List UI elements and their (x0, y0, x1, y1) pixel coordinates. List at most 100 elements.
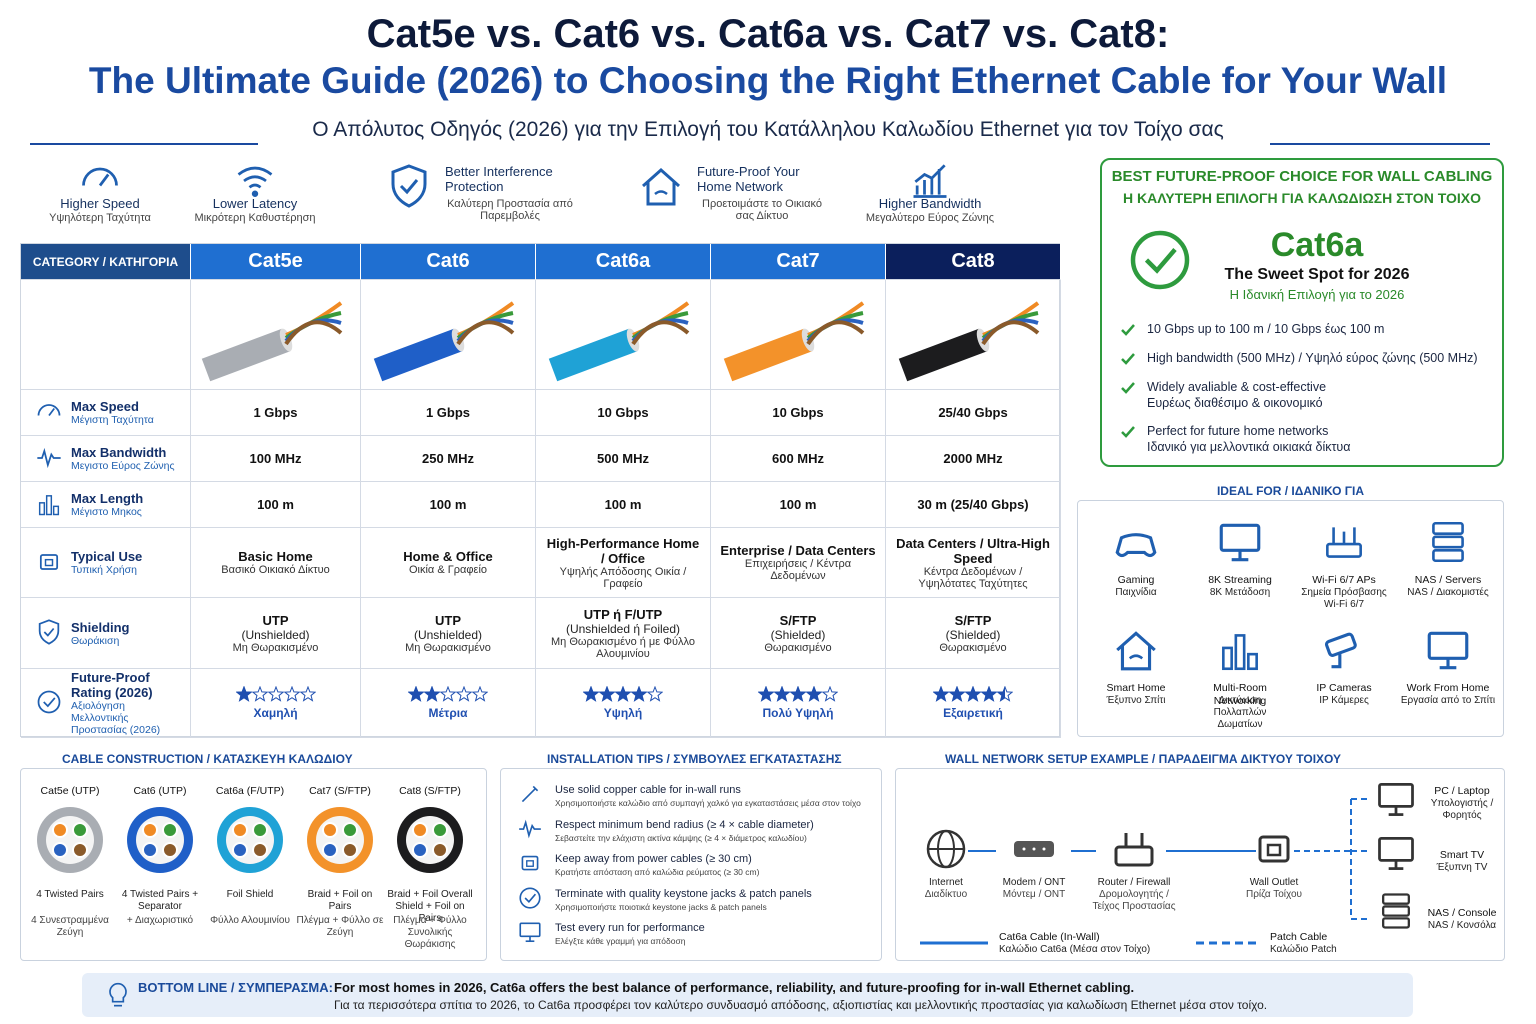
row-label-cell: Future-Proof Rating (2026) Αξιολόγηση Μελ… (21, 669, 191, 738)
construction-name: Cat6 (UTP) (133, 785, 187, 797)
tip-en: Use solid copper cable for in-wall runs (555, 784, 741, 796)
column-header: Cat6a (536, 244, 711, 280)
cross-section (397, 807, 463, 873)
icon-part (44, 558, 54, 566)
icon-part (526, 860, 534, 867)
icon-part (82, 167, 118, 186)
star (789, 686, 807, 702)
row-label-cell: Max Length Μέγιστο Μηκος (21, 482, 191, 528)
pair (322, 842, 338, 858)
feature-sub: Μικρότερη Καθυστέρηση (194, 212, 316, 224)
ideal-label: Work From Home (1406, 682, 1490, 694)
star-fill (235, 686, 252, 702)
best-name: Cat6a (1270, 226, 1364, 264)
table-cell: Home & Office Οικία & Γραφείο (361, 528, 536, 598)
device-label: PC / Laptop (1434, 785, 1490, 797)
icon (1130, 230, 1190, 290)
icon-part (1114, 845, 1154, 867)
wire (981, 319, 1040, 345)
row-label-cell: Shielding Θωράκιση (21, 598, 191, 669)
legend-label: Patch Cable (1270, 931, 1328, 943)
icon-part (1031, 846, 1037, 852)
star (423, 686, 440, 702)
table-cell: 30 m (25/40 Gbps) (886, 482, 1061, 528)
star (439, 686, 457, 702)
row-label-text: Future-Proof Rating (2026) Αξιολόγηση Μελ… (71, 670, 182, 736)
cell-main: 25/40 Gbps (938, 405, 1008, 420)
wire (806, 319, 865, 345)
pair (162, 822, 178, 838)
row-label-text: Shielding Θωράκιση (71, 620, 130, 647)
icon-part (1382, 905, 1410, 917)
construction-en: Braid + Foil on Pairs (307, 889, 373, 912)
cell-main: 100 m (779, 497, 817, 512)
row-label: Max Bandwidth (71, 445, 167, 460)
best-point: High bandwidth (500 MHz) / Υψηλό εύρος ζ… (1147, 351, 1478, 365)
rule (30, 143, 258, 145)
icon-part (521, 855, 539, 871)
star (948, 686, 966, 702)
icon (237, 166, 273, 197)
feature-sub: Προετοιμάστε το Οικιακό σας Δίκτυο (702, 198, 822, 222)
icon-part (38, 501, 46, 515)
cell-main: 100 MHz (249, 451, 302, 466)
icon-part (1222, 646, 1233, 671)
rating-label: Υψηλή (603, 706, 643, 720)
table-cell: 600 MHz (711, 436, 886, 482)
corner-label: CATEGORY / ΚΑΤΗΓΟΡΙΑ (32, 254, 179, 269)
table-cell: UTP ή F/UTP (Unshielded ή Foiled) Μη Θωρακ… (536, 598, 711, 669)
icon (1382, 893, 1410, 929)
pair (342, 822, 358, 838)
ideal-label: IP Cameras (1316, 682, 1372, 694)
star-rating (235, 686, 316, 702)
cable-image (373, 300, 515, 381)
row-icon-box (35, 618, 65, 648)
pair (432, 842, 448, 858)
icon-part (1324, 632, 1357, 657)
table-cell: 100 m (191, 482, 361, 528)
icon-part (519, 819, 541, 838)
column-name: Cat8 (951, 250, 995, 272)
row-label-text: Max Speed Μέγιστη Ταχύτητα (71, 399, 154, 426)
row-icon-box (35, 398, 65, 428)
comparison-table: CATEGORY / ΚΑΤΗΓΟΡΙΑ Cat5e Cat6 Cat6a Cat7 Ca… (20, 243, 1061, 738)
check-mark (1121, 324, 1135, 336)
star (583, 686, 600, 702)
star (996, 686, 1005, 702)
pair (162, 842, 178, 858)
row-icon-box (35, 444, 65, 474)
column-header: Cat5e (191, 244, 361, 280)
cable-image-cell (536, 280, 711, 390)
cell-detail: (Unshielded) (413, 627, 483, 642)
best-point: Widely avaliable & cost-effective (1147, 380, 1327, 394)
icon-part (1130, 230, 1190, 290)
star-rating (933, 686, 1013, 702)
icon-part (37, 690, 61, 714)
title-2: The Ultimate Guide (2026) to Choosing th… (88, 60, 1448, 101)
star (758, 686, 775, 702)
construction-title: CABLE CONSTRUCTION / ΚΑΤΑΣΚΕΥΗ ΚΑΛΩΔΙΟΥ (62, 752, 353, 766)
tip-en: Keep away from power cables (≥ 30 cm) (555, 853, 752, 865)
device-sub: Έξυπνη TV (1436, 862, 1488, 873)
table-cell: 100 m (536, 482, 711, 528)
star (471, 686, 488, 702)
icon-part (391, 164, 427, 208)
pair (412, 822, 428, 838)
table-cell: UTP (Unshielded) Μη Θωρακισμένο (191, 598, 361, 669)
wire (631, 319, 690, 345)
icon (109, 982, 127, 1007)
star (646, 686, 663, 702)
cell-main: UTP (262, 612, 289, 628)
device-sub: Υπολογιστής / Φορητός (1430, 798, 1494, 821)
table-cell: 2000 MHz (886, 436, 1061, 482)
feature-title: Future-Proof Your Home Network (697, 164, 800, 194)
construction-name: Cat8 (S/FTP) (399, 785, 461, 797)
row-sublabel: Τυπική Χρήση (71, 564, 137, 576)
rule (1270, 143, 1490, 145)
star-fill (408, 686, 440, 702)
icon (521, 785, 539, 803)
icon-part (43, 627, 55, 637)
best-point-gr: Ιδανικό για μελλοντικά οικιακά δίκτυα (1147, 440, 1351, 454)
node-label: Wall Outlet (1249, 877, 1299, 888)
ideal-title: IDEAL FOR / ΙΔΑΝΙΚΟ ΓΙΑ (1216, 484, 1365, 498)
